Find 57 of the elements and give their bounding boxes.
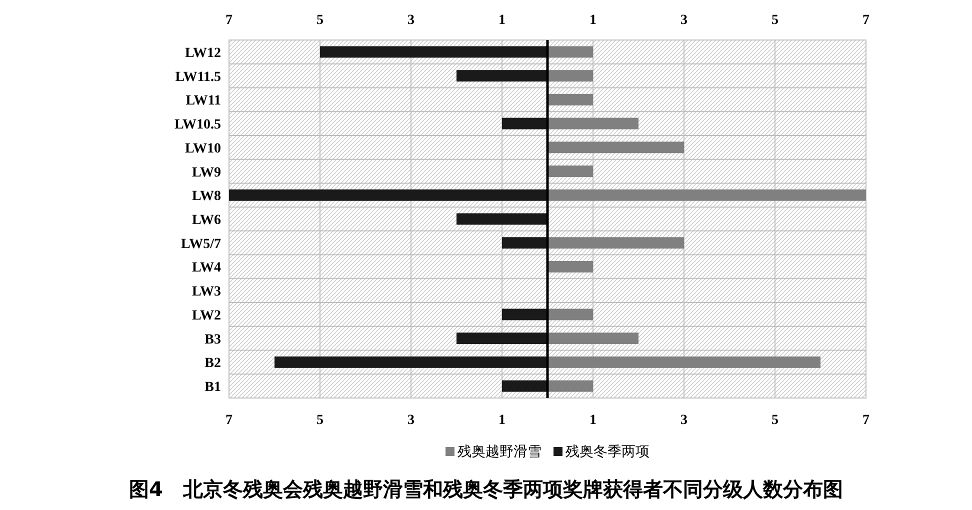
- bar: [502, 308, 548, 320]
- y-tick-label: LW12: [184, 46, 221, 61]
- y-tick-label: LW9: [192, 165, 221, 180]
- y-tick-label: B2: [204, 356, 221, 372]
- y-tick-label: LW11: [186, 94, 221, 109]
- bar: [320, 46, 548, 58]
- x-tick-label: 5: [316, 13, 324, 28]
- bar: [229, 189, 548, 201]
- y-tick-label: LW4: [192, 260, 221, 276]
- y-tick-label: LW8: [192, 189, 221, 204]
- y-tick-label: LW11.5: [175, 70, 221, 85]
- y-tick-label: LW6: [192, 213, 221, 228]
- x2-tick-label: 5: [316, 413, 324, 428]
- y-tick-label: LW5/7: [181, 236, 221, 252]
- x-tick-label: 3: [680, 13, 688, 28]
- bar: [548, 142, 684, 154]
- bar: [548, 237, 684, 249]
- y-tick-label: B3: [204, 332, 221, 348]
- bar: [548, 308, 593, 320]
- bar: [548, 70, 593, 82]
- x-tick-label: 7: [226, 13, 232, 28]
- y-tick-label: LW10.5: [174, 118, 221, 133]
- x-tick-label: 7: [862, 13, 870, 28]
- bar: [502, 237, 548, 249]
- y-tick-label: B1: [204, 380, 221, 396]
- bar: [456, 332, 548, 344]
- y-tick-label: LW3: [192, 284, 221, 300]
- x2-tick-label: 1: [498, 413, 506, 428]
- x-tick-label: 1: [498, 13, 506, 28]
- x2-tick-label: 7: [226, 413, 232, 428]
- y-tick-label: LW2: [192, 308, 221, 324]
- legend-label: 残奥越野滑雪: [458, 444, 542, 460]
- x2-tick-label: 5: [772, 413, 778, 428]
- x2-tick-label: 3: [680, 413, 688, 428]
- x2-tick-label: 7: [862, 413, 870, 428]
- bar: [502, 118, 548, 130]
- bar: [548, 189, 866, 201]
- bar: [548, 118, 638, 130]
- bar: [548, 46, 593, 58]
- bar: [548, 356, 820, 368]
- x2-tick-label: 3: [408, 413, 414, 428]
- x2-tick-label: 1: [590, 413, 596, 428]
- bar: [548, 380, 593, 392]
- bar: [456, 213, 548, 225]
- bar: [548, 261, 593, 272]
- legend-label: 残奥冬季两项: [566, 444, 650, 460]
- x-tick-label: 5: [772, 13, 778, 28]
- bar: [502, 380, 548, 392]
- x-tick-label: 3: [408, 13, 414, 28]
- bar: [274, 356, 548, 368]
- bar: [548, 332, 638, 344]
- bar: [548, 94, 593, 106]
- x-tick-label: 1: [590, 13, 596, 28]
- bar: [456, 70, 548, 82]
- bar: [548, 166, 593, 177]
- y-tick-label: LW10: [184, 141, 221, 156]
- caption: 图4 北京冬残奥会残奥越野滑雪和残奥冬季两项奖牌获得者不同分级人数分布图: [129, 477, 843, 501]
